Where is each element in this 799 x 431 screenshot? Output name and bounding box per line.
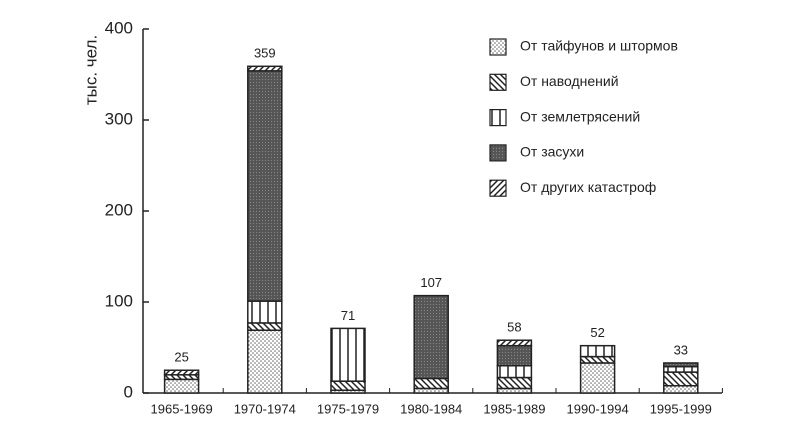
x-tick-label: 1965-1969: [151, 401, 213, 416]
legend-label: От тайфунов и штормов: [520, 38, 678, 54]
bar-segment: [247, 329, 283, 394]
x-tick-label: 1990-1994: [567, 401, 629, 416]
bar-segment: [330, 327, 366, 382]
total-label: 359: [254, 46, 276, 61]
x-tick-label: 1985-1989: [483, 401, 545, 416]
total-label: 71: [341, 308, 355, 323]
total-label: 33: [674, 342, 688, 357]
bar-segment: [413, 294, 449, 380]
bar-segment: [247, 65, 283, 72]
bar-segment: [663, 362, 699, 368]
bar-segment: [579, 355, 616, 364]
y-axis-label: тыс. чел.: [81, 35, 100, 105]
total-label: 58: [507, 320, 521, 335]
bar-segment: [247, 300, 283, 324]
bar-segment: [330, 380, 366, 392]
legend-label: От засухи: [520, 144, 584, 160]
x-tick-label: 1975-1979: [317, 401, 379, 416]
bar-segment: [163, 369, 200, 376]
x-tick-label: 1995-1999: [650, 401, 712, 416]
total-label: 52: [590, 325, 604, 340]
bar-segment: [496, 344, 533, 367]
y-tick-label: 400: [105, 18, 133, 37]
legend-label: От наводнений: [520, 73, 619, 89]
bar-segment: [247, 322, 283, 331]
total-label: 107: [420, 275, 442, 290]
bar-segment: [496, 339, 533, 347]
bar-segment: [413, 377, 449, 390]
y-tick-label: 0: [124, 382, 133, 401]
bar-segment: [163, 378, 200, 394]
legend-label: От землетрясений: [520, 108, 640, 124]
x-tick-label: 1970-1974: [234, 401, 296, 416]
bar-segment: [663, 371, 699, 387]
bar-segment: [579, 344, 616, 358]
legend-swatch: [489, 38, 507, 56]
bar-segment: [247, 70, 283, 302]
total-label: 25: [174, 350, 188, 365]
y-tick-label: 200: [105, 200, 133, 219]
bar-segment: [496, 376, 533, 390]
x-tick-label: 1980-1984: [400, 401, 462, 416]
legend-swatch: [489, 144, 507, 162]
y-tick-label: 300: [105, 109, 133, 128]
bar-segment: [663, 365, 699, 373]
y-tick-label: 100: [105, 291, 133, 310]
legend-label: От других катастроф: [520, 179, 656, 195]
legend-swatch: [489, 179, 507, 197]
bar-segment: [496, 364, 533, 379]
bar-segment: [663, 384, 699, 394]
bar-segment: [579, 362, 616, 394]
legend-swatch: [489, 73, 507, 91]
legend-swatch: [489, 108, 507, 127]
